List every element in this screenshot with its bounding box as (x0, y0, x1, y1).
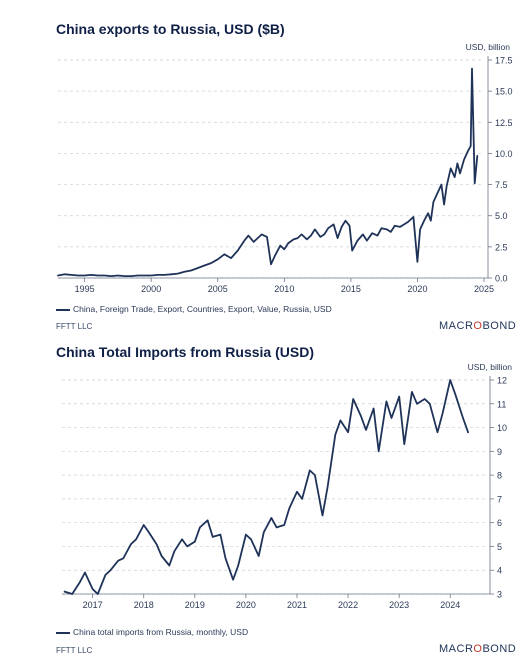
legend-swatch (56, 308, 70, 311)
legend: China, Foreign Trade, Export, Countries,… (56, 304, 332, 314)
source-label: FFTT LLC (56, 646, 93, 655)
brand-part: MACR (439, 643, 474, 655)
chart-title: China exports to Russia, USD ($B) (56, 21, 285, 37)
y-tick-label: 0.0 (495, 274, 508, 284)
x-tick-label: 2019 (185, 600, 205, 610)
y-axis-label: USD, billion (466, 42, 511, 52)
x-tick-label: 2020 (407, 284, 427, 294)
chart-panel-imports: China Total Imports from Russia (USD) 3 4… (0, 336, 532, 667)
y-tick-label: 15.0 (495, 87, 513, 97)
y-tick-label: 5 (497, 542, 502, 552)
x-tick-label: 2018 (134, 600, 154, 610)
x-tick-label: 1995 (75, 284, 95, 294)
x-tick-label: 2000 (141, 284, 161, 294)
legend: China total imports from Russia, monthly… (56, 627, 248, 637)
x-tick-label: 2022 (338, 600, 358, 610)
macrobond-logo: MACROBOND (439, 643, 516, 655)
exports-line-chart: 0.0 2.5 5.0 7.5 10.0 12.5 15.0 17.5 USD, billion… (57, 42, 513, 294)
imports-line-chart: 3 4 5 6 7 8 9 10 11 12 USD, billion 2017 2018 2019 202… (62, 362, 513, 610)
x-tick-label: 2025 (474, 284, 494, 294)
y-tick-label: 4 (497, 566, 502, 576)
y-tick-label: 3 (497, 590, 502, 600)
y-tick-label: 7 (497, 494, 502, 504)
brand-accent: O (473, 320, 483, 332)
y-tick-label: 7.5 (495, 180, 508, 190)
x-tick-label: 2017 (83, 600, 103, 610)
series-line (63, 379, 470, 595)
y-tick-label: 9 (497, 447, 502, 457)
brand-part: MACR (439, 320, 474, 332)
y-tick-label: 6 (497, 518, 502, 528)
x-tick-label: 2010 (274, 284, 294, 294)
x-tick-label: 2024 (440, 600, 460, 610)
y-tick-label: 17.5 (495, 56, 513, 66)
macrobond-logo: MACROBOND (439, 320, 516, 332)
y-tick-label: 10.0 (495, 149, 513, 159)
source-label: FFTT LLC (56, 322, 93, 331)
y-tick-label: 10 (497, 423, 507, 433)
x-tick-label: 2015 (341, 284, 361, 294)
legend-label: China total imports from Russia, monthly… (73, 627, 249, 637)
y-tick-label: 11 (497, 399, 506, 409)
y-axis-label: USD, billion (468, 362, 513, 372)
y-tick-label: 5.0 (495, 211, 508, 221)
x-tick-label: 2021 (287, 600, 307, 610)
y-tick-label: 8 (497, 471, 502, 481)
legend-swatch (56, 631, 70, 634)
x-tick-label: 2005 (208, 284, 228, 294)
x-tick-label: 2023 (389, 600, 409, 610)
brand-part: BOND (482, 320, 517, 332)
brand-accent: O (473, 643, 483, 655)
y-tick-label: 12.5 (495, 118, 513, 128)
y-tick-label: 2.5 (495, 242, 508, 252)
chart-panel-exports: China exports to Russia, USD ($B) 0.0 2.5… (56, 21, 516, 332)
series-line (57, 67, 479, 278)
legend-label: China, Foreign Trade, Export, Countries,… (73, 304, 332, 314)
chart-title: China Total Imports from Russia (USD) (56, 344, 314, 360)
y-tick-label: 12 (497, 376, 507, 386)
brand-part: BOND (482, 643, 517, 655)
x-tick-label: 2020 (236, 600, 256, 610)
